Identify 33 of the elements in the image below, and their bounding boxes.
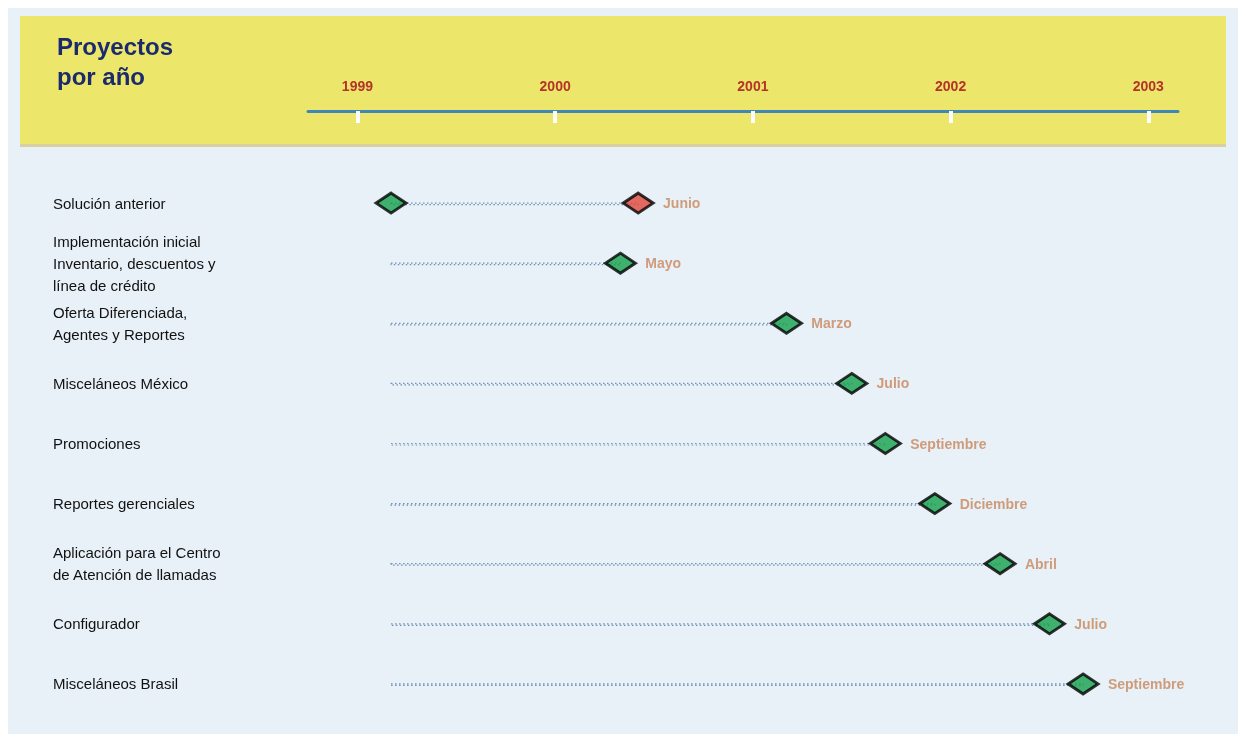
point [770, 311, 803, 335]
data-label: Diciembre [959, 495, 1028, 512]
y-tick-label: Configurador [53, 615, 140, 633]
x-tick-label: 2000 [539, 78, 571, 94]
point [603, 251, 637, 275]
x-tick-label: 2002 [935, 78, 967, 94]
y-tick-label: Misceláneos Brasil [53, 675, 179, 693]
y-tick-label: Implementación inicial Inventario, descuentos y línea de crédito [53, 232, 217, 294]
point [835, 371, 869, 395]
x-tick-label: 2003 [1132, 78, 1165, 94]
point [1066, 672, 1100, 696]
point [374, 191, 408, 215]
data-label: Septiembre [910, 435, 987, 452]
text: Proyectos por año [57, 32, 180, 90]
point [621, 191, 655, 215]
y-tick-label: Oferta Diferenciada, Agentes y Reportes [53, 303, 188, 343]
y-tick-label: Misceláneos México [53, 374, 189, 392]
y-tick-label: Aplicación para el Centro de Atención de llamadas [53, 544, 221, 584]
x-tick-label: 2001 [737, 78, 769, 94]
y-tick-label: Promociones [53, 435, 141, 452]
data-label: Julio [1074, 615, 1107, 632]
data-label: Abril [1024, 555, 1057, 572]
data-label: Septiembre [1107, 675, 1185, 692]
x-tick-label: 1999 [341, 78, 374, 94]
point [1032, 612, 1066, 636]
y-tick-label: Solución anterior [53, 194, 166, 212]
data-label: Marzo [811, 315, 852, 332]
point [983, 552, 1017, 576]
point [918, 492, 952, 516]
data-label: Mayo [645, 255, 682, 272]
data-label: Junio [663, 195, 701, 212]
y-tick-label: Reportes gerenciales [53, 495, 195, 513]
data-label: Julio [876, 375, 910, 392]
